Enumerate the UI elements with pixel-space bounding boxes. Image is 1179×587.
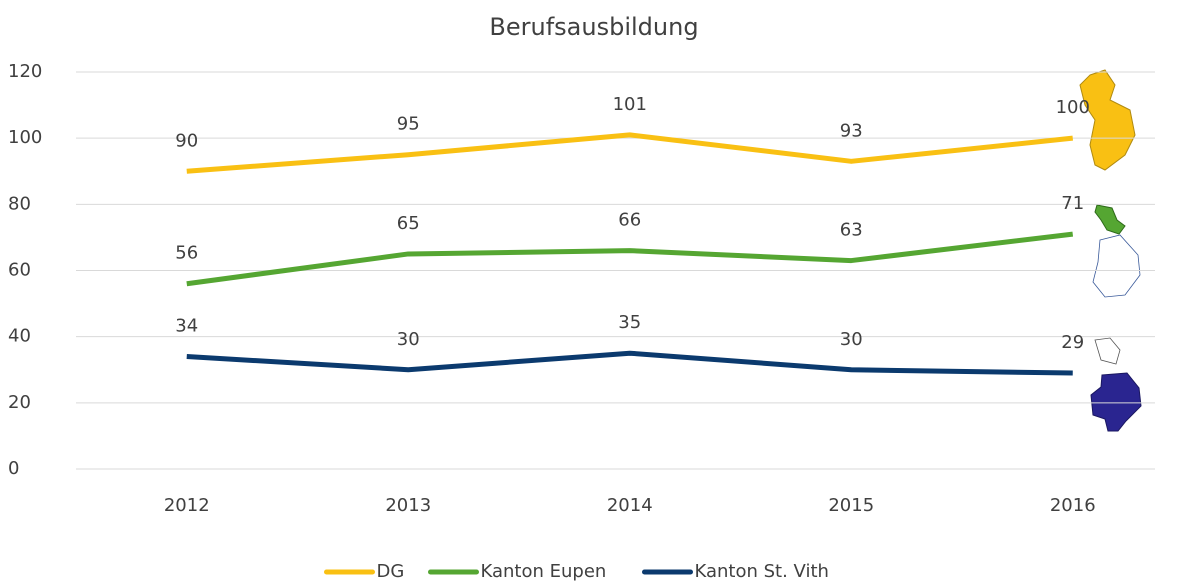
data-label: 30 — [840, 329, 863, 350]
y-tick-label: 0 — [8, 458, 19, 479]
series-line — [186, 350, 1073, 376]
data-label: 56 — [175, 243, 198, 264]
data-label: 90 — [175, 130, 198, 151]
data-label: 30 — [397, 329, 420, 350]
data-label: 95 — [397, 114, 420, 135]
data-label: 100 — [1056, 97, 1090, 118]
legend-label: Kanton Eupen — [481, 561, 607, 582]
chart-title: Berufsausbildung — [489, 13, 698, 41]
map-dg — [1079, 69, 1136, 171]
y-tick-label: 80 — [8, 193, 31, 214]
y-tick-label: 120 — [8, 61, 42, 82]
data-label: 71 — [1061, 193, 1084, 214]
data-label: 63 — [840, 220, 863, 241]
x-tick-label: 2013 — [385, 495, 431, 516]
y-tick-label: 100 — [8, 127, 42, 148]
y-tick-label: 60 — [8, 260, 31, 281]
x-tick-label: 2014 — [607, 495, 653, 516]
map-stvith — [1090, 372, 1142, 432]
series-line — [186, 231, 1074, 287]
map-eupen-outline — [1094, 337, 1121, 365]
legend-label: Kanton St. Vith — [695, 561, 829, 582]
series-line — [186, 132, 1074, 174]
map-eupen — [1094, 204, 1126, 235]
map-icons — [1079, 69, 1142, 432]
data-label: 66 — [618, 210, 641, 231]
x-tick-label: 2015 — [828, 495, 874, 516]
data-label: 93 — [840, 120, 863, 141]
y-tick-label: 20 — [8, 392, 31, 413]
y-tick-label: 40 — [8, 326, 31, 347]
data-label: 101 — [613, 94, 647, 115]
data-label: 35 — [618, 312, 641, 333]
data-label: 34 — [175, 316, 198, 337]
x-tick-label: 2012 — [164, 495, 210, 516]
data-label: 65 — [397, 213, 420, 234]
legend-label: DG — [377, 561, 405, 582]
x-tick-label: 2016 — [1050, 495, 1096, 516]
map-stvith-outline — [1092, 234, 1141, 298]
data-label: 29 — [1061, 332, 1084, 353]
